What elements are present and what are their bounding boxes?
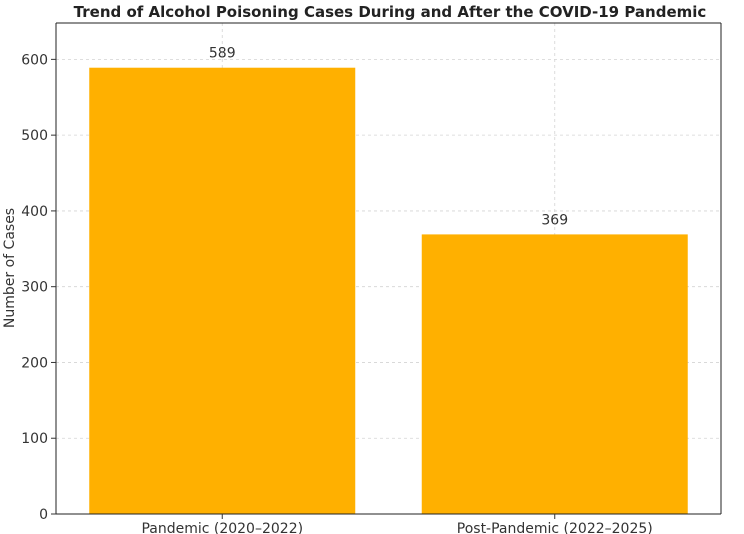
y-tick-label: 600 (21, 52, 48, 68)
data-label: 369 (541, 212, 568, 228)
bars (89, 67, 688, 514)
x-ticks: Pandemic (2020–2022) Post-Pandemic (2022–… (141, 514, 653, 534)
y-tick-label: 400 (21, 204, 48, 220)
y-tick-label: 500 (21, 128, 48, 144)
x-tick-label: Pandemic (2020–2022) (141, 521, 303, 534)
y-tick-label: 100 (21, 431, 48, 447)
y-tick-label: 300 (21, 280, 48, 296)
axes (55, 22, 722, 515)
bar (89, 67, 356, 514)
x-tick-label: Post-Pandemic (2022–2025) (457, 521, 653, 534)
data-label: 589 (209, 46, 236, 62)
y-axis-label: Number of Cases (2, 208, 18, 328)
chart-title: Trend of Alcohol Poisoning Cases During … (74, 3, 707, 21)
bar (421, 234, 688, 514)
y-tick-label: 200 (21, 355, 48, 371)
y-ticks: 0 100 200 300 400 500 600 (21, 52, 56, 523)
y-tick-label: 0 (39, 507, 48, 523)
data-labels: 589 369 (209, 46, 568, 229)
